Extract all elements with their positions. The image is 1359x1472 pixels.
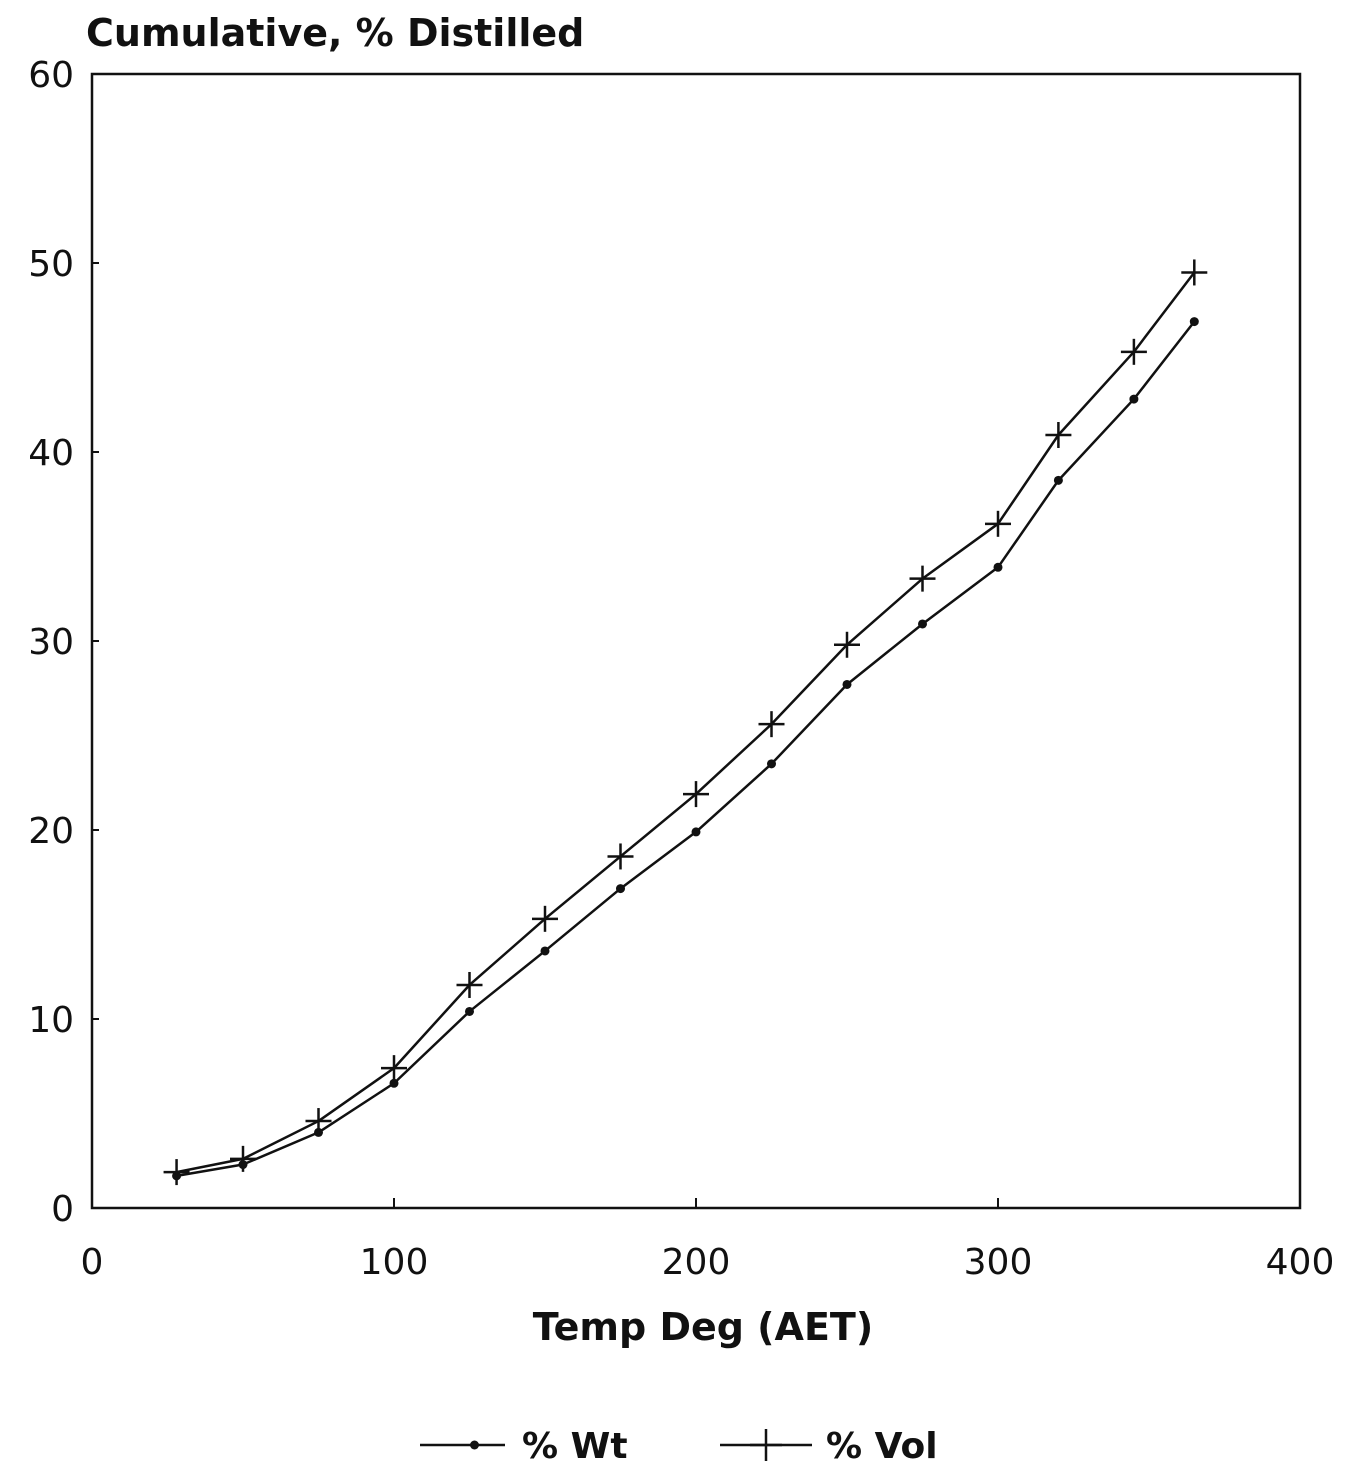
x-tick-label: 200: [662, 1242, 731, 1283]
y-tick-label: 40: [28, 433, 74, 474]
data-point: [918, 619, 927, 629]
legend-dot-marker: [470, 1440, 479, 1450]
series-vol: [163, 259, 1208, 1186]
data-point: [465, 1006, 474, 1016]
y-tick-label: 20: [28, 811, 74, 852]
data-point: [607, 843, 634, 870]
legend-item: % Vol: [720, 1426, 938, 1467]
y-tick-label: 60: [28, 55, 74, 96]
x-axis-title: Temp Deg (AET): [533, 1305, 873, 1349]
data-point: [456, 971, 483, 998]
data-point: [1189, 317, 1199, 327]
data-point: [540, 946, 550, 956]
legend-label: % Vol: [826, 1426, 938, 1467]
data-point: [305, 1108, 332, 1135]
data-point: [767, 759, 776, 769]
data-point: [616, 884, 625, 894]
data-point: [683, 781, 709, 808]
legend-plus-marker: [750, 1429, 782, 1461]
series-line: [176, 320, 1196, 1178]
data-point: [834, 631, 860, 658]
data-point: [758, 711, 785, 738]
y-axis-title: Cumulative, % Distilled: [86, 11, 584, 55]
legend-item: % Wt: [420, 1426, 628, 1467]
x-tick-labels: 0 100 200 300 400: [81, 1198, 1335, 1283]
data-point: [1129, 394, 1139, 404]
data-point: [532, 905, 558, 932]
legend: % Wt % Vol: [420, 1426, 938, 1467]
y-tick-label: 30: [28, 622, 74, 663]
series-wt: [172, 317, 1199, 1181]
data-point: [1045, 421, 1072, 448]
data-point: [993, 562, 1003, 572]
data-point: [842, 679, 852, 689]
series-line: [176, 271, 1196, 1174]
y-tick-label: 10: [28, 1000, 74, 1041]
data-point: [909, 565, 936, 592]
data-point: [389, 1078, 399, 1088]
data-point: [230, 1145, 256, 1172]
x-tick-label: 300: [964, 1242, 1033, 1283]
plot-frame: [90, 72, 1302, 1210]
y-tick-labels: 0 10 20 30 40 50 60: [28, 55, 99, 1230]
x-tick-label: 400: [1266, 1242, 1335, 1283]
series-layer: [163, 259, 1208, 1186]
legend-label: % Wt: [522, 1426, 628, 1467]
data-point: [691, 827, 701, 837]
y-tick-label: 0: [51, 1189, 74, 1230]
data-point: [163, 1159, 190, 1186]
x-tick-label: 100: [360, 1242, 429, 1283]
y-tick-label: 50: [28, 244, 74, 285]
x-tick-label: 0: [81, 1242, 104, 1283]
data-point: [381, 1055, 407, 1082]
data-point: [1181, 259, 1208, 286]
data-point: [1053, 475, 1063, 485]
data-point: [1120, 338, 1147, 365]
data-point: [985, 510, 1011, 537]
